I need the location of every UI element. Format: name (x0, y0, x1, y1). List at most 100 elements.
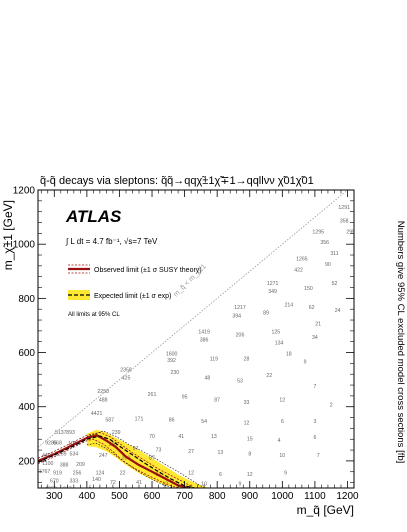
cross-section-label: 86 (169, 418, 175, 424)
x-tick-label: 600 (144, 491, 161, 502)
x-tick-label: 800 (209, 491, 226, 502)
cross-section-label: 52 (332, 281, 338, 287)
cross-section-label: 134 (275, 340, 284, 346)
expected-up-line (86, 430, 205, 488)
y-tick-label: 400 (18, 402, 35, 413)
x-tick-label: 300 (46, 491, 63, 502)
cross-section-label: 9285 (45, 441, 57, 447)
cross-section-label: 1419 (198, 330, 210, 336)
cross-section-label: 1295 (312, 229, 324, 235)
cross-section-label: 230 (170, 370, 179, 376)
observed-limit-line (38, 434, 189, 488)
cross-section-label: 150 (304, 286, 313, 292)
cross-section-label: 12 (188, 471, 194, 477)
cross-section-label: 1767 (39, 469, 51, 475)
cross-section-label: 1291 (338, 205, 350, 211)
cross-section-label: 7 (313, 384, 316, 390)
cross-section-label: 919 (53, 471, 62, 477)
observed-down-line (38, 438, 182, 488)
chart-title: q̃-q̃ decays via sleptons: q̃q̃→qqχ̃±1χ̃… (40, 175, 314, 187)
plot-frame (37, 189, 355, 489)
cross-section-label: 6 (219, 472, 222, 478)
cross-section-label: 12 (279, 397, 285, 403)
cross-section-label: 10 (279, 453, 285, 459)
cross-section-label: 2358 (120, 368, 132, 374)
cross-section-label: 4421 (91, 411, 103, 417)
cross-section-label: 2 (330, 403, 333, 409)
cross-section-label: 261 (148, 392, 157, 398)
cross-section-label: 668 (53, 441, 62, 447)
y-tick-label: 1200 (13, 186, 36, 197)
cross-section-label: 89 (263, 311, 269, 317)
cross-section-label: 21 (315, 322, 321, 328)
legend-expected-band-swatch (68, 290, 90, 300)
cross-section-label: 394 (232, 313, 241, 319)
cross-section-label: 209 (122, 456, 131, 462)
x-tick-label: 400 (79, 491, 96, 502)
cross-section-label: 1265 (296, 256, 308, 262)
cross-section-label: 62 (309, 305, 315, 311)
x-tick-label: 1200 (336, 491, 359, 502)
x-tick-label: 700 (176, 491, 193, 502)
cross-section-label: 206 (236, 332, 245, 338)
cross-section-label: 7 (317, 453, 320, 459)
cross-section-label: 358 (340, 219, 349, 225)
cross-section-label: 95 (182, 395, 188, 401)
diagonal-line (38, 190, 348, 448)
y-tick-label: 800 (18, 294, 35, 305)
cross-section-label: 295 (346, 229, 355, 235)
cross-section-label: 28 (244, 357, 250, 363)
cross-section-label: 4 (278, 438, 281, 444)
cross-section-label: 488 (99, 397, 108, 403)
cross-section-label: 12 (247, 472, 253, 478)
cross-section-label: 386 (200, 338, 209, 344)
x-tick-label: 900 (241, 491, 258, 502)
cross-section-label: 8 (248, 452, 251, 458)
cross-section-label: 124 (96, 471, 105, 477)
y-tick-label: 200 (18, 456, 35, 467)
cross-section-label: 6 (313, 435, 316, 441)
cross-section-label: 33 (244, 400, 250, 406)
cross-section-label: 73 (156, 447, 162, 453)
cross-section-label: 12 (244, 420, 250, 426)
legend-observed-label: Observed limit (±1 σ SUSY theory) (94, 267, 202, 274)
cross-section-label: 9 (239, 481, 242, 487)
cross-section-label: 70 (149, 434, 155, 440)
legend-expected-label: Expected limit (±1 σ exp) (94, 293, 171, 300)
cross-section-label: 256 (73, 471, 82, 477)
luminosity-label: ∫ L dt = 4.7 fb⁻¹, √s=7 TeV (65, 237, 158, 246)
cross-section-label: 90 (325, 262, 331, 268)
cross-section-label: 9 (304, 359, 307, 365)
cross-section-label: 349 (268, 289, 277, 295)
cross-section-label: 1217 (234, 305, 246, 311)
cross-section-label: 2258 (97, 389, 109, 395)
cross-section-label: 41 (178, 434, 184, 440)
cross-section-label: 13 (218, 450, 224, 456)
cross-section-label: 18 (286, 351, 292, 357)
x-tick-label: 1100 (304, 491, 326, 502)
cross-section-label: 356 (320, 240, 329, 246)
cross-section-label: 3 (313, 419, 316, 425)
cross-section-label: 97 (133, 446, 139, 452)
cross-section-label: 5 (89, 485, 92, 491)
cross-section-label: 125 (271, 330, 280, 336)
cross-section-label: 392 (167, 358, 176, 364)
atlas-label: ATLAS (65, 207, 122, 226)
cross-section-label: 893 (66, 430, 75, 436)
cross-section-label: 119 (210, 357, 218, 363)
cross-section-label: 1271 (267, 281, 279, 287)
cross-section-label: 1100 (42, 461, 53, 467)
cross-section-label: 247 (99, 453, 108, 459)
cross-section-label: 53 (237, 378, 243, 384)
cross-section-label: 1259 (55, 452, 67, 458)
y-axis-label: m_χ̃±1 [GeV] (1, 200, 15, 270)
cross-section-label: 587 (105, 418, 114, 424)
x-tick-label: 1000 (271, 491, 294, 502)
cross-section-label: 27 (188, 449, 194, 455)
cross-section-label: 41 (136, 480, 142, 486)
